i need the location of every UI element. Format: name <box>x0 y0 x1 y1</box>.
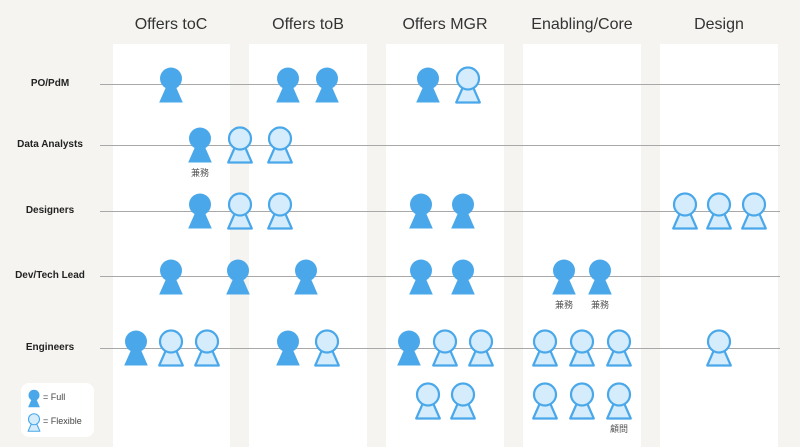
person-flexible-icon <box>705 192 733 230</box>
person-flexible-icon <box>568 329 596 367</box>
legend-flexible-label: = Flexible <box>43 416 82 426</box>
person-flexible-icon <box>157 329 185 367</box>
legend-full-icon <box>27 389 41 408</box>
person-flexible-icon <box>414 382 442 420</box>
person-full-icon <box>157 66 185 104</box>
legend: = Full = Flexible <box>21 383 94 437</box>
person-flexible-icon <box>568 382 596 420</box>
person-flexible-icon <box>226 192 254 230</box>
annotation-kenmu: 兼務 <box>190 168 209 178</box>
person-flexible-icon <box>313 329 341 367</box>
person-flexible-icon <box>266 192 294 230</box>
person-full-icon <box>449 258 477 296</box>
column-bg-offers-toc <box>113 44 230 447</box>
person-flexible-icon <box>467 329 495 367</box>
legend-flexible-icon <box>27 413 41 432</box>
person-flexible-icon <box>531 382 559 420</box>
person-full-icon <box>407 258 435 296</box>
row-label-engineers: Engineers <box>25 342 75 353</box>
person-flexible-icon <box>193 329 221 367</box>
column-bg-enabling-core <box>523 44 641 447</box>
row-label-po-pdm: PO/PdM <box>30 78 70 89</box>
person-flexible-icon <box>431 329 459 367</box>
row-label-dev-tech-lead: Dev/Tech Lead <box>15 270 85 281</box>
row-line-dev-tech-lead <box>100 276 780 277</box>
person-flexible-icon <box>605 329 633 367</box>
person-full-icon <box>186 192 214 230</box>
person-flexible-icon <box>705 329 733 367</box>
person-full-icon <box>224 258 252 296</box>
column-header-enabling-core: Enabling/Core <box>531 16 633 33</box>
person-full-icon <box>414 66 442 104</box>
person-full-icon <box>313 66 341 104</box>
person-flexible-icon <box>531 329 559 367</box>
person-full-icon <box>157 258 185 296</box>
row-label-designers: Designers <box>25 205 75 216</box>
annotation-komon: 顧問 <box>609 424 628 434</box>
person-flexible-icon <box>266 126 294 164</box>
person-flexible-icon <box>449 382 477 420</box>
person-full-icon <box>586 258 614 296</box>
person-flexible-icon <box>605 382 633 420</box>
person-full-icon <box>395 329 423 367</box>
person-flexible-icon <box>454 66 482 104</box>
person-full-icon <box>274 66 302 104</box>
row-line-data-analysts <box>100 145 780 146</box>
person-full-icon <box>407 192 435 230</box>
column-bg-offers-mgr <box>386 44 504 447</box>
person-flexible-icon <box>226 126 254 164</box>
person-full-icon <box>122 329 150 367</box>
person-full-icon <box>274 329 302 367</box>
person-flexible-icon <box>740 192 768 230</box>
row-label-data-analysts: Data Analysts <box>17 139 83 150</box>
annotation-kenmu: 兼務 <box>554 300 573 310</box>
person-flexible-icon <box>671 192 699 230</box>
column-header-offers-mgr: Offers MGR <box>402 16 488 33</box>
legend-full-label: = Full <box>43 392 66 402</box>
column-bg-design <box>660 44 778 447</box>
person-full-icon <box>186 126 214 164</box>
person-full-icon <box>292 258 320 296</box>
column-header-offers-toc: Offers toC <box>134 16 208 33</box>
row-line-designers <box>100 211 780 212</box>
person-full-icon <box>550 258 578 296</box>
person-full-icon <box>449 192 477 230</box>
annotation-kenmu: 兼務 <box>590 300 609 310</box>
row-line-po-pdm <box>100 84 780 85</box>
column-header-offers-tob: Offers toB <box>272 16 344 33</box>
column-header-design: Design <box>694 16 744 33</box>
column-bg-offers-tob <box>249 44 367 447</box>
